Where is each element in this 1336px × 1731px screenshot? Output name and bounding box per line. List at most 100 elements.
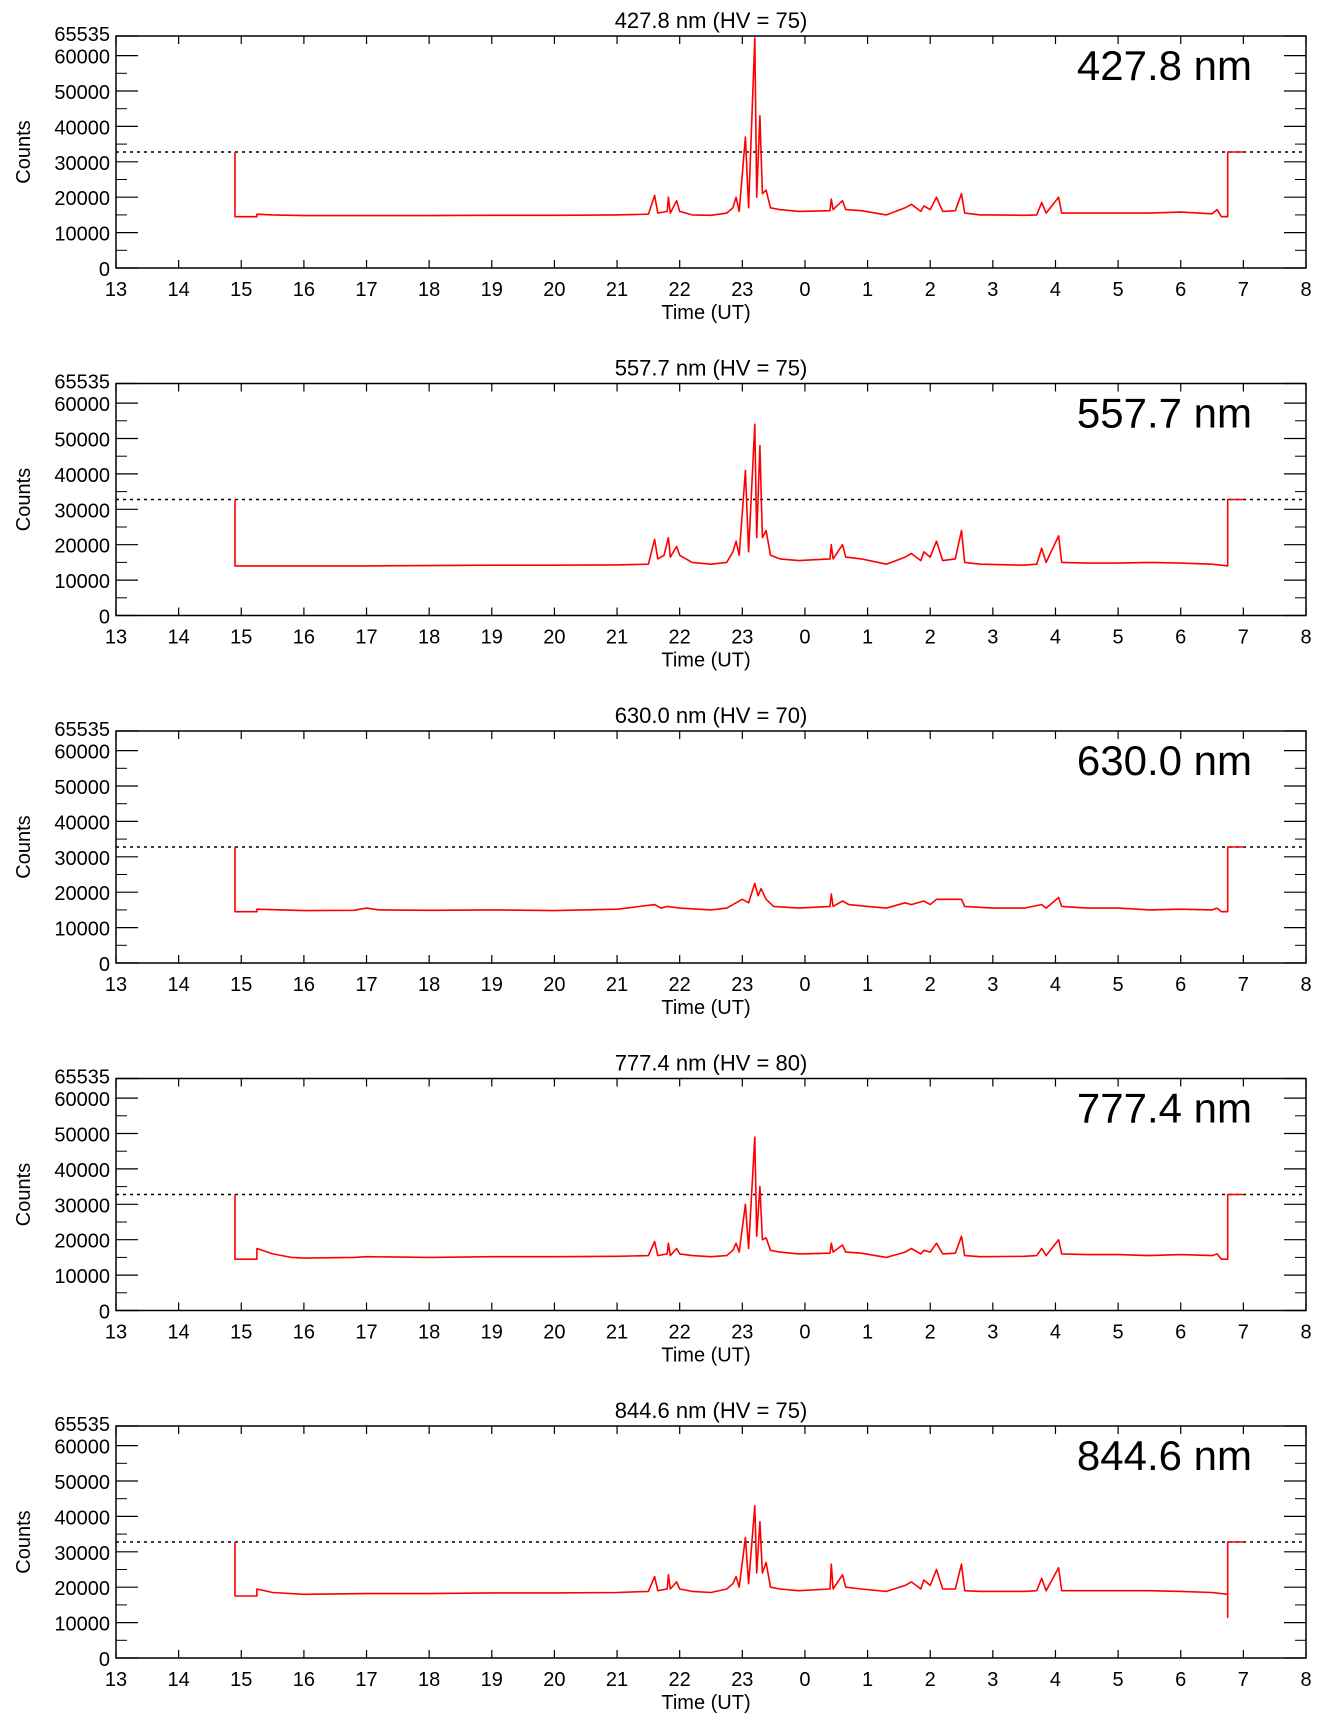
x-tick-label: 4 [1050, 974, 1061, 996]
x-tick-label: 23 [731, 627, 753, 649]
series-line [234, 37, 1244, 218]
x-tick-label: 1 [862, 627, 873, 649]
y-tick-label: 60000 [54, 1089, 110, 1111]
x-tick-label: 20 [543, 974, 565, 996]
x-tick-label: 0 [799, 1669, 810, 1691]
y-tick-label: 30000 [54, 500, 110, 522]
x-tick-label: 18 [418, 627, 440, 649]
x-tick-label: 17 [355, 1669, 377, 1691]
y-axis-label: Counts [13, 1163, 35, 1226]
y-tick-label: 0 [99, 607, 110, 629]
y-tick-label: 40000 [54, 812, 110, 834]
wavelength-annotation: 777.4 nm [1077, 1085, 1252, 1132]
y-tick-label: 30000 [54, 153, 110, 175]
x-tick-label: 16 [293, 974, 315, 996]
y-tick-label: 50000 [54, 777, 110, 799]
chart-title: 557.7 nm (HV = 75) [615, 356, 808, 381]
x-tick-label: 22 [669, 1322, 691, 1344]
x-tick-label: 3 [987, 1669, 998, 1691]
y-tick-label: 10000 [54, 1266, 110, 1288]
chart-title: 844.6 nm (HV = 75) [615, 1398, 808, 1423]
y-tick-label: 65535 [54, 1067, 110, 1089]
x-tick-label: 15 [230, 1322, 252, 1344]
x-tick-label: 4 [1050, 1669, 1061, 1691]
y-tick-label: 10000 [54, 224, 110, 246]
x-tick-label: 1 [862, 279, 873, 301]
x-tick-label: 6 [1175, 974, 1186, 996]
y-tick-label: 40000 [54, 1160, 110, 1182]
chart-title: 427.8 nm (HV = 75) [615, 8, 808, 33]
x-tick-label: 0 [799, 1322, 810, 1344]
x-tick-label: 15 [230, 279, 252, 301]
x-tick-label: 3 [987, 627, 998, 649]
x-tick-label: 21 [606, 279, 628, 301]
x-tick-label: 2 [925, 627, 936, 649]
x-tick-label: 14 [168, 1322, 190, 1344]
y-tick-label: 60000 [54, 742, 110, 764]
y-tick-label: 10000 [54, 919, 110, 941]
x-tick-label: 4 [1050, 1322, 1061, 1344]
x-tick-label: 22 [669, 279, 691, 301]
x-tick-label: 5 [1113, 974, 1124, 996]
x-tick-label: 5 [1113, 279, 1124, 301]
x-tick-label: 17 [355, 974, 377, 996]
y-tick-label: 20000 [54, 1578, 110, 1600]
x-tick-label: 8 [1300, 627, 1311, 649]
x-tick-label: 14 [168, 1669, 190, 1691]
x-tick-label: 13 [105, 974, 127, 996]
x-tick-label: 5 [1113, 1322, 1124, 1344]
x-tick-label: 3 [987, 1322, 998, 1344]
y-tick-label: 30000 [54, 848, 110, 870]
panel-3: 630.0 nm (HV = 70) 0 10000 20000 30000 40000 5… [13, 703, 1312, 1019]
y-tick-label: 40000 [54, 1507, 110, 1529]
x-tick-label: 8 [1300, 1322, 1311, 1344]
x-tick-label: 18 [418, 1669, 440, 1691]
x-tick-label: 5 [1113, 1669, 1124, 1691]
x-tick-label: 7 [1238, 1669, 1249, 1691]
y-tick-label: 65535 [54, 719, 110, 741]
x-tick-label: 13 [105, 1669, 127, 1691]
x-tick-label: 22 [669, 1669, 691, 1691]
x-tick-label: 3 [987, 279, 998, 301]
x-tick-label: 2 [925, 279, 936, 301]
x-tick-label: 18 [418, 1322, 440, 1344]
x-tick-label: 5 [1113, 627, 1124, 649]
x-tick-label: 2 [925, 1669, 936, 1691]
y-tick-label: 60000 [54, 394, 110, 416]
x-tick-label: 18 [418, 279, 440, 301]
y-tick-label: 65535 [54, 1414, 110, 1436]
x-axis-label: Time (UT) [661, 650, 750, 672]
y-tick-label: 65535 [54, 24, 110, 46]
y-axis-label: Counts [13, 815, 35, 878]
x-tick-label: 20 [543, 1669, 565, 1691]
x-tick-label: 7 [1238, 1322, 1249, 1344]
x-tick-label: 14 [168, 279, 190, 301]
y-tick-label: 20000 [54, 1231, 110, 1253]
y-tick-label: 20000 [54, 883, 110, 905]
x-tick-label: 14 [168, 627, 190, 649]
x-tick-label: 19 [481, 627, 503, 649]
y-tick-label: 60000 [54, 1437, 110, 1459]
x-tick-label: 23 [731, 279, 753, 301]
y-tick-label: 50000 [54, 1124, 110, 1146]
x-tick-label: 0 [799, 974, 810, 996]
x-axis-label: Time (UT) [661, 302, 750, 324]
y-tick-label: 50000 [54, 1472, 110, 1494]
x-tick-label: 21 [606, 1322, 628, 1344]
x-axis-label: Time (UT) [661, 1345, 750, 1367]
wavelength-annotation: 630.0 nm [1077, 737, 1252, 784]
x-tick-label: 8 [1300, 279, 1311, 301]
x-tick-label: 22 [669, 627, 691, 649]
panel-2: 557.7 nm (HV = 75) 0 10000 20000 30000 40000 5… [13, 356, 1312, 672]
y-tick-label: 0 [99, 259, 110, 281]
y-tick-label: 40000 [54, 117, 110, 139]
x-tick-label: 14 [168, 974, 190, 996]
x-tick-label: 13 [105, 627, 127, 649]
x-tick-label: 6 [1175, 1669, 1186, 1691]
x-tick-label: 16 [293, 279, 315, 301]
x-tick-label: 6 [1175, 627, 1186, 649]
x-tick-label: 16 [293, 627, 315, 649]
x-tick-label: 7 [1238, 627, 1249, 649]
x-tick-label: 15 [230, 974, 252, 996]
